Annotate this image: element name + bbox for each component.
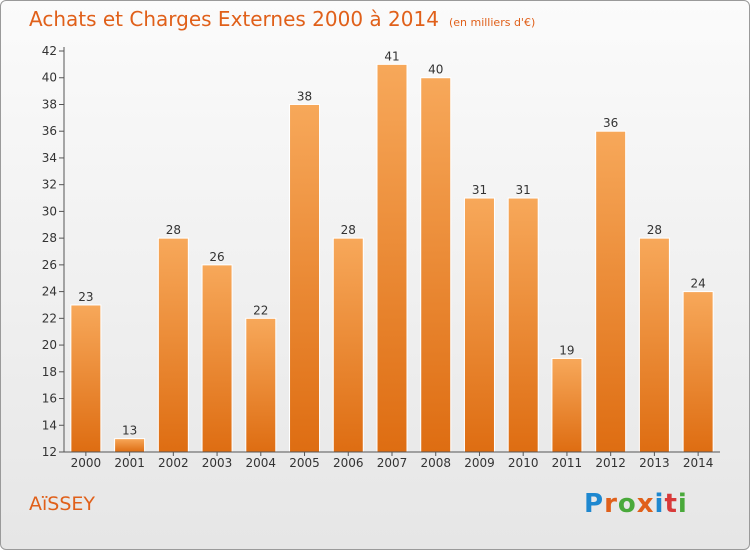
data-label: 19: [559, 343, 574, 357]
y-tick-label: 22: [42, 311, 57, 325]
x-tick-label: 2013: [639, 456, 670, 470]
chart-subtitle: (en milliers d'€): [448, 16, 536, 29]
bar-2010[interactable]: [507, 197, 539, 453]
y-tick-label: 18: [42, 365, 57, 379]
bar-2008[interactable]: [420, 77, 452, 453]
y-tick-label: 32: [42, 178, 57, 192]
data-label: 22: [253, 303, 268, 317]
logo-letter: t: [664, 489, 678, 519]
data-label: 24: [690, 277, 705, 291]
bar-2012[interactable]: [595, 130, 627, 453]
logo-letter: P: [584, 489, 605, 519]
x-tick-label: 2011: [552, 456, 583, 470]
commune-name: AïSSEY: [29, 493, 96, 515]
x-tick-label: 2006: [333, 456, 364, 470]
logo-letter: r: [604, 489, 618, 519]
bar-2004[interactable]: [245, 317, 277, 453]
y-tick-label: 14: [42, 418, 57, 432]
y-tick-label: 30: [42, 204, 57, 218]
data-label: 40: [428, 63, 443, 77]
bar-2001[interactable]: [114, 438, 146, 453]
x-tick-label: 2014: [683, 456, 714, 470]
y-tick-label: 40: [42, 71, 57, 85]
x-tick-label: 2000: [71, 456, 102, 470]
x-tick-label: 2010: [508, 456, 539, 470]
y-tick-label: 38: [42, 97, 57, 111]
bar-2003[interactable]: [201, 264, 233, 453]
x-tick-label: 2005: [289, 456, 320, 470]
x-axis: 2000 2001 2002 2003 2004 2005 2006 2007 2008 2009…: [64, 451, 720, 470]
bars: 23 13 28 26 22 38 28 41 40 31 31 19 36 28 24: [70, 49, 714, 453]
logo-letter: x: [636, 489, 655, 519]
x-tick-label: 2007: [377, 456, 408, 470]
y-tick-label: 28: [42, 231, 57, 245]
data-label: 31: [516, 183, 531, 197]
y-tick-label: 24: [42, 285, 57, 299]
chart-title: Achats et Charges Externes 2000 à 2014 (e…: [29, 7, 535, 31]
y-tick-label: 42: [42, 44, 57, 58]
data-label: 31: [472, 183, 487, 197]
data-label: 28: [647, 223, 662, 237]
chart-title-text: Achats et Charges Externes 2000 à 2014: [29, 7, 439, 31]
y-tick-label: 34: [42, 151, 57, 165]
y-axis: 12 14 16 18 20 22 24 26 28 30 32 34 36 38 40 42: [42, 44, 65, 459]
x-tick-label: 2003: [202, 456, 233, 470]
x-tick-label: 2008: [420, 456, 451, 470]
bar-2006[interactable]: [332, 237, 364, 453]
data-label: 26: [209, 250, 224, 264]
data-label: 23: [78, 290, 93, 304]
bar-2000[interactable]: [70, 304, 102, 453]
data-label: 13: [122, 424, 137, 438]
y-tick-label: 20: [42, 338, 57, 352]
data-label: 28: [166, 223, 181, 237]
data-label: 36: [603, 116, 618, 130]
y-tick-label: 36: [42, 124, 57, 138]
logo-letter: o: [617, 489, 637, 519]
x-tick-label: 2001: [114, 456, 145, 470]
bar-2002[interactable]: [157, 237, 189, 453]
data-label: 28: [341, 223, 356, 237]
data-label: 41: [384, 49, 399, 63]
x-tick-label: 2004: [246, 456, 277, 470]
x-tick-label: 2009: [464, 456, 495, 470]
bar-2013[interactable]: [638, 237, 670, 453]
x-tick-label: 2002: [158, 456, 189, 470]
bar-2005[interactable]: [289, 103, 321, 453]
y-tick-label: 12: [42, 445, 57, 459]
bar-2007[interactable]: [376, 63, 408, 453]
proxiti-logo[interactable]: Proxiti: [584, 489, 688, 519]
bar-2011[interactable]: [551, 357, 583, 453]
logo-letter: i: [654, 489, 665, 519]
logo-letter: i: [677, 489, 688, 519]
y-tick-label: 26: [42, 258, 57, 272]
x-tick-label: 2012: [595, 456, 626, 470]
bar-2009[interactable]: [463, 197, 495, 453]
y-tick-label: 16: [42, 392, 57, 406]
data-label: 38: [297, 89, 312, 103]
bar-2014[interactable]: [682, 291, 714, 453]
